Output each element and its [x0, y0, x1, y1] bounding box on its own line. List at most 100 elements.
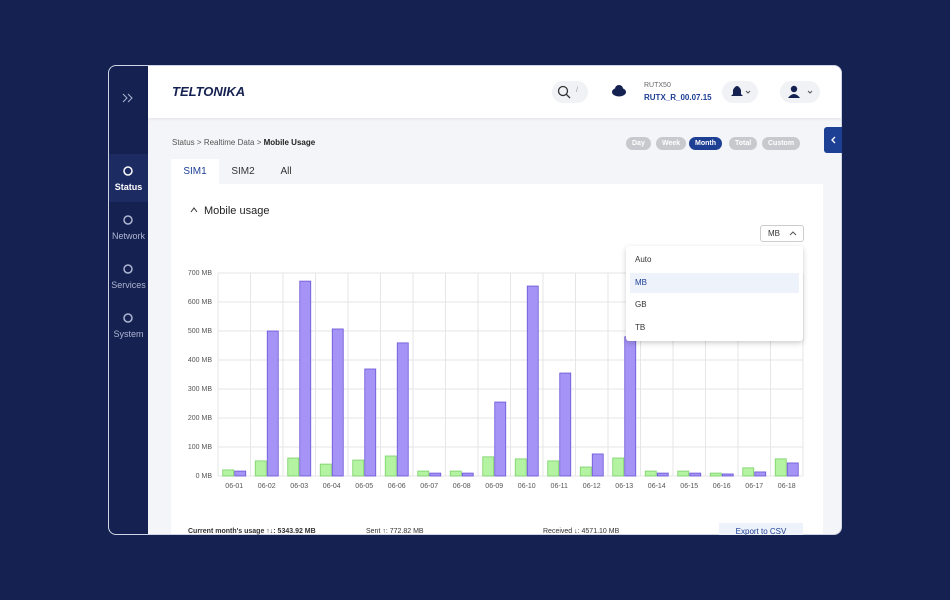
search[interactable]: / — [552, 81, 588, 103]
range-button[interactable]: Total — [729, 137, 758, 150]
crumb[interactable]: Status — [172, 138, 195, 147]
bar — [364, 368, 377, 477]
bar — [266, 330, 279, 477]
notifications[interactable] — [722, 81, 758, 103]
x-tick-label: 06-18 — [778, 483, 796, 490]
search-key: / — [576, 87, 578, 94]
x-tick-label: 06-01 — [225, 483, 243, 490]
bar — [579, 466, 592, 477]
tab[interactable]: SIM2 — [231, 166, 255, 177]
bar — [234, 470, 247, 477]
bar — [689, 472, 702, 477]
logo: TELTONIKA — [172, 84, 246, 99]
expand-icon[interactable] — [122, 93, 134, 103]
x-tick-label: 06-12 — [583, 483, 601, 490]
received-total: Received ↓: 4571.10 MB — [543, 528, 620, 535]
user-menu[interactable] — [780, 81, 820, 103]
chart: 0 MB 100 MB 200 MB 300 MB 400 MB 500 MB 600 MB… — [188, 270, 804, 490]
x-tick-label: 06-02 — [258, 483, 276, 490]
cloud-icon[interactable] — [611, 85, 627, 97]
side-toggle[interactable] — [824, 127, 842, 153]
nav-item[interactable]: Services — [109, 252, 148, 300]
bar — [331, 328, 344, 477]
bar — [656, 472, 669, 477]
bar — [287, 457, 300, 477]
y-tick-label: 700 MB — [188, 270, 212, 277]
y-tick-label: 200 MB — [188, 415, 212, 422]
bar — [449, 470, 462, 477]
bar — [494, 401, 507, 477]
collapse-icon[interactable] — [190, 206, 200, 214]
unit-option[interactable]: TB — [635, 322, 646, 332]
bar — [612, 457, 625, 477]
unit-select[interactable]: MB — [760, 225, 804, 242]
bar — [742, 467, 755, 477]
y-tick-label: 100 MB — [188, 444, 212, 451]
bar — [254, 460, 267, 477]
firmware: RUTX_R_00.07.15 — [644, 93, 712, 102]
bar — [591, 453, 604, 477]
bar — [514, 458, 527, 477]
y-tick-label: 0 MB — [196, 473, 213, 480]
crumb[interactable]: Realtime Data — [203, 138, 255, 147]
bar — [644, 470, 657, 477]
bar — [417, 470, 430, 477]
nav-icon — [123, 215, 133, 225]
nav-item[interactable]: Network — [109, 203, 148, 251]
bar — [396, 342, 409, 477]
bar — [429, 472, 442, 477]
range-button[interactable]: Month — [689, 137, 722, 150]
bar — [526, 285, 539, 477]
nav-item[interactable]: System — [109, 301, 148, 349]
bar — [222, 469, 235, 477]
unit-option[interactable]: Auto — [635, 255, 652, 264]
unit-option[interactable]: GB — [635, 300, 647, 309]
x-tick-label: 06-16 — [713, 483, 731, 490]
sent-total: Sent ↑: 772.82 MB — [366, 528, 424, 535]
tab[interactable]: All — [280, 166, 292, 177]
header: TELTONIKA / RUTX50 RUTX_R_00.07.15 — [148, 66, 841, 118]
range-button[interactable]: Week — [656, 137, 687, 150]
sidebar: Status Network Services System — [109, 66, 148, 534]
crumb: Mobile Usage — [263, 138, 316, 147]
bar — [547, 460, 560, 477]
bar — [677, 470, 690, 477]
bar — [786, 462, 799, 477]
unit-option[interactable]: MB — [630, 272, 799, 293]
range-button[interactable]: Day — [626, 137, 651, 150]
nav-icon — [123, 166, 133, 176]
x-tick-label: 06-13 — [615, 483, 633, 490]
x-tick-label: 06-06 — [388, 483, 406, 490]
tab[interactable]: SIM1 — [171, 159, 219, 186]
nav-item[interactable]: Status — [109, 154, 148, 202]
bar — [319, 463, 332, 477]
bar — [461, 472, 474, 477]
breadcrumb: Status > Realtime Data > Mobile Usage — [172, 138, 316, 147]
bar — [482, 456, 495, 477]
x-tick-label: 06-03 — [290, 483, 308, 490]
bar — [721, 473, 734, 477]
x-tick-label: 06-17 — [745, 483, 763, 490]
x-tick-label: 06-08 — [453, 483, 471, 490]
nav-icon — [123, 264, 133, 274]
unit-value: MB — [768, 229, 780, 238]
x-tick-label: 06-05 — [355, 483, 373, 490]
export-button[interactable]: Export to CSV — [719, 523, 803, 536]
bar — [559, 372, 572, 477]
panel-title: Mobile usage — [204, 205, 270, 217]
x-tick-label: 06-07 — [420, 483, 438, 490]
bar — [299, 280, 312, 477]
x-tick-label: 06-04 — [323, 483, 341, 490]
y-tick-label: 300 MB — [188, 386, 212, 393]
x-tick-label: 06-11 — [551, 483, 568, 490]
bar — [754, 471, 767, 477]
bar — [352, 459, 365, 477]
unit-dropdown: Auto MB GB TB — [626, 246, 803, 341]
range-button[interactable]: Custom — [762, 137, 801, 150]
usage-total: Current month's usage ↑↓: 5343.92 MB — [188, 528, 316, 535]
bar — [624, 336, 637, 477]
bar — [774, 458, 787, 477]
x-tick-label: 06-14 — [648, 483, 666, 490]
bar — [709, 472, 722, 477]
